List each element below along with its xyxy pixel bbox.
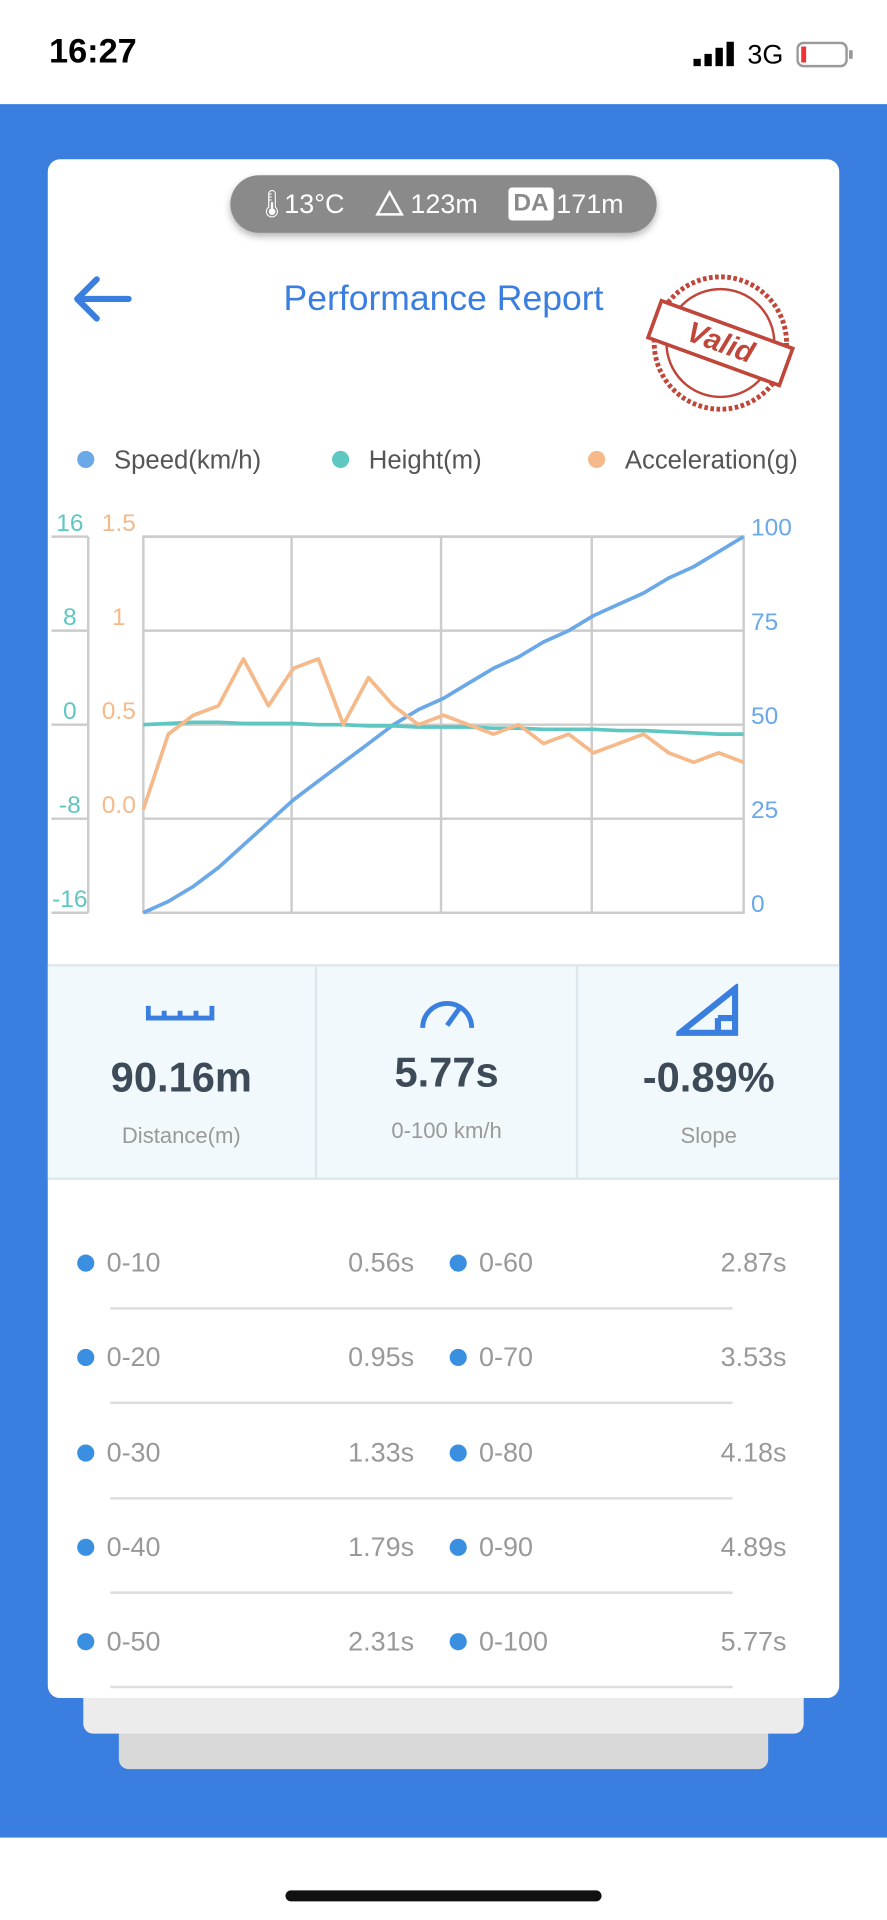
chart: 100 75 50 25 0 16 8 0 -8 -16 1.5 1 0.5 0.0 Speed(km/h)… [51,447,798,918]
split-time: 2.31s [348,1625,415,1657]
y2-tick-label: 100 [751,515,792,542]
split-dot [449,1254,467,1272]
stat-value: 5.77s [394,1049,499,1097]
legend-swatch [588,450,606,469]
status-bar: 16:27 3G [0,0,887,105]
y2-tick-label: 0 [751,891,765,918]
slope-icon [676,983,739,1036]
mountain-icon [375,189,404,216]
clock: 16:27 [49,31,137,70]
title: Performance Report [283,279,604,319]
series-line [141,657,745,810]
temperature: 13°C [284,188,345,220]
legend-label: Acceleration(g) [625,447,798,475]
split-dot [449,1443,467,1462]
split-dot [77,1349,95,1367]
series-line [142,535,745,915]
split-time: 4.18s [720,1436,787,1468]
ruler-icon [145,1005,215,1021]
stat-label: Slope [680,1123,737,1148]
split-divider [110,1401,733,1405]
valid-stamp: Valid [645,274,796,412]
series-line [143,720,744,736]
split-range: 0-20 [106,1341,161,1373]
split-time: 4.89s [720,1531,787,1562]
conditions-chip: 🌡 13°C 123m DA 171m [230,175,657,233]
split-range: 0-90 [479,1531,533,1562]
network: 3G [747,39,784,70]
split-dot [77,1254,95,1272]
stats-panel: 90.16m Distance(m) 5.77s 0-100 km/h -0.89%… [47,964,840,1180]
y3-tick-label: 1.5 [102,510,136,537]
y-tick-label: 16 [56,510,83,537]
stat-value: 90.16m [110,1054,252,1102]
signal-icon [693,41,734,67]
split-divider [110,1307,733,1310]
split-dot [77,1443,95,1462]
split-range: 0-60 [479,1247,533,1278]
y2-tick-label: 50 [751,703,778,730]
split-range: 0-30 [106,1436,161,1468]
y-tick-label: 0 [63,698,77,725]
split-dot [449,1349,467,1367]
stat-cell: -0.89% Slope [578,967,839,1178]
da-badge: DA [508,187,554,221]
battery-icon [796,41,853,68]
y3-tick-label: 0.0 [102,792,136,819]
density-altitude: 171m [556,188,624,220]
y2-tick-label: 75 [751,609,778,636]
split-dot [449,1633,467,1651]
y3-tick-label: 0.5 [102,698,136,725]
legend-swatch [77,450,95,469]
split-time: 0.56s [348,1247,415,1278]
legend-swatch [332,450,350,469]
split-range: 0-40 [106,1531,161,1562]
altitude: 123m [410,188,478,220]
splits-list: 0-10 0.56s 0-20 0.95s 0-30 1.33s 0-40 1.79s 0-50… [48,1213,839,1698]
split-time: 1.33s [348,1436,415,1468]
stat-label: 0-100 km/h [391,1118,502,1144]
split-time: 2.87s [720,1247,787,1278]
y-tick-label: -16 [52,886,87,913]
split-range: 0-50 [106,1625,161,1657]
split-dot [77,1538,95,1556]
split-divider [110,1591,733,1594]
split-range: 0-80 [479,1436,533,1468]
split-time: 0.95s [348,1341,415,1373]
home-indicator [285,1890,602,1902]
split-time: 5.77s [720,1625,787,1657]
legend-label: Speed(km/h) [114,447,261,475]
split-divider [110,1496,733,1500]
split-dot [449,1538,467,1556]
stat-label: Distance(m) [121,1123,241,1148]
card: 🌡 13°C 123m DA 171m Performance Report V… [47,159,840,1699]
home-area [0,1837,887,1920]
stat-cell: 5.77s 0-100 km/h [317,966,579,1178]
split-time: 1.79s [348,1531,415,1562]
split-range: 0-100 [479,1625,548,1657]
y-tick-label: -8 [59,792,81,819]
y3-tick-label: 1 [112,604,126,631]
split-time: 3.53s [720,1341,787,1373]
legend-label: Height(m) [369,447,482,475]
split-divider [110,1686,733,1689]
gauge-icon [420,1001,475,1029]
y-tick-label: 8 [63,604,77,631]
split-range: 0-10 [106,1247,161,1278]
stat-value: -0.89% [642,1054,775,1102]
split-dot [77,1633,95,1651]
split-range: 0-70 [479,1341,533,1373]
back-button[interactable] [70,272,134,326]
y2-tick-label: 25 [751,797,778,824]
stat-cell: 90.16m Distance(m) [48,966,318,1178]
